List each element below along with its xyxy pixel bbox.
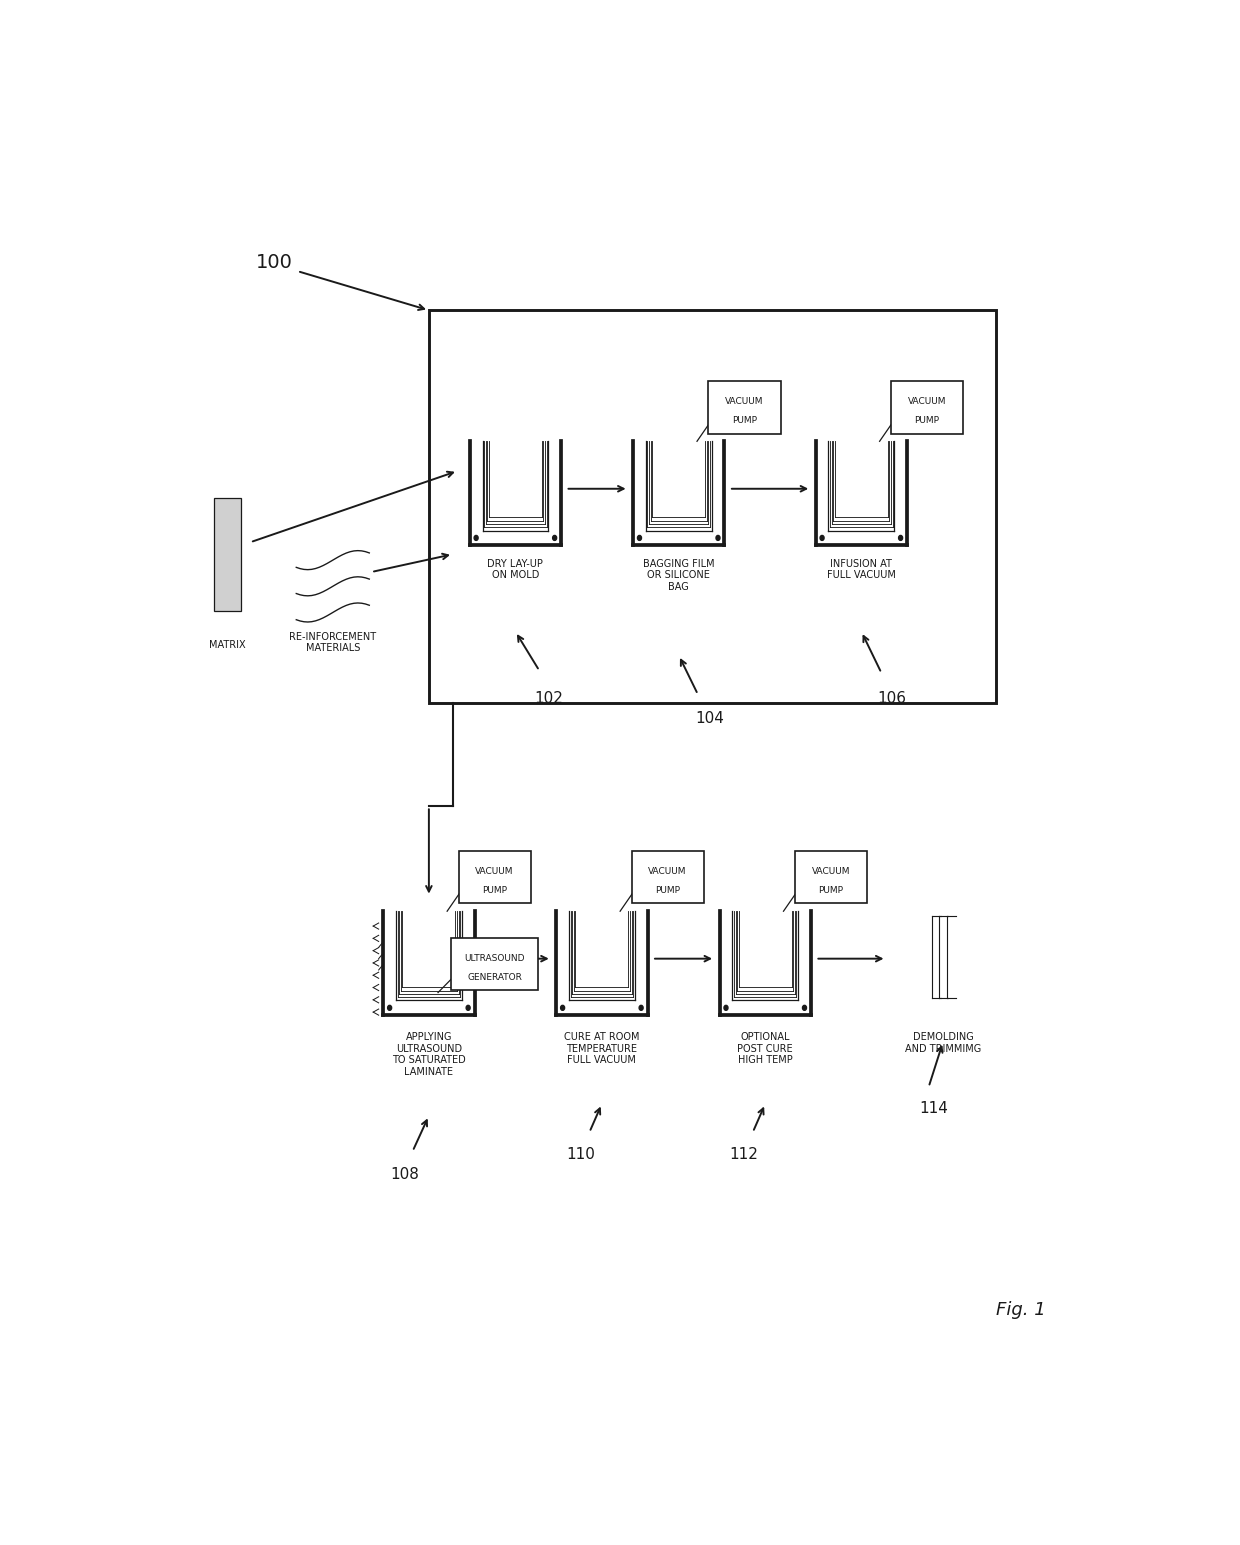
Text: VACUUM: VACUUM: [812, 867, 851, 876]
Text: MATRIX: MATRIX: [208, 641, 246, 650]
Text: BAGGING FILM
OR SILICONE
BAG: BAGGING FILM OR SILICONE BAG: [642, 559, 714, 592]
Circle shape: [899, 536, 903, 541]
Text: VACUUM: VACUUM: [908, 397, 946, 406]
Text: PUMP: PUMP: [915, 416, 940, 425]
Bar: [708, 382, 780, 434]
Bar: [459, 851, 531, 904]
Text: DRY LAY-UP
ON MOLD: DRY LAY-UP ON MOLD: [487, 559, 543, 581]
Text: 106: 106: [878, 691, 906, 706]
Text: ULTRASOUND: ULTRASOUND: [464, 953, 525, 963]
Bar: [631, 851, 703, 904]
Circle shape: [560, 1006, 564, 1010]
Text: RE-INFORCEMENT
MATERIALS: RE-INFORCEMENT MATERIALS: [289, 632, 377, 654]
Text: APPLYING
ULTRASOUND
TO SATURATED
LAMINATE: APPLYING ULTRASOUND TO SATURATED LAMINAT…: [392, 1032, 466, 1077]
Text: 100: 100: [255, 253, 293, 272]
Text: 108: 108: [391, 1166, 419, 1182]
Text: 104: 104: [696, 711, 724, 726]
Text: 102: 102: [534, 691, 563, 706]
Text: PUMP: PUMP: [655, 885, 680, 895]
Text: PUMP: PUMP: [732, 416, 756, 425]
Circle shape: [466, 1006, 470, 1010]
Text: 110: 110: [567, 1146, 595, 1162]
Circle shape: [639, 1006, 644, 1010]
Circle shape: [474, 536, 479, 541]
Circle shape: [820, 536, 825, 541]
Text: 112: 112: [729, 1146, 759, 1162]
Text: PUMP: PUMP: [482, 885, 507, 895]
Text: GENERATOR: GENERATOR: [467, 973, 522, 983]
Text: INFUSION AT
FULL VACUUM: INFUSION AT FULL VACUUM: [827, 559, 895, 581]
Circle shape: [802, 1006, 806, 1010]
Circle shape: [715, 536, 720, 541]
Circle shape: [553, 536, 557, 541]
Text: VACUUM: VACUUM: [475, 867, 513, 876]
Bar: [213, 497, 241, 610]
Text: CURE AT ROOM
TEMPERATURE
FULL VACUUM: CURE AT ROOM TEMPERATURE FULL VACUUM: [564, 1032, 640, 1066]
Text: 114: 114: [919, 1102, 947, 1117]
Text: VACUUM: VACUUM: [649, 867, 687, 876]
Circle shape: [724, 1006, 728, 1010]
Bar: [429, 311, 996, 703]
Text: PUMP: PUMP: [818, 885, 843, 895]
Circle shape: [637, 536, 641, 541]
Text: DEMOLDING
AND TRIMMIMG: DEMOLDING AND TRIMMIMG: [905, 1032, 981, 1054]
Text: VACUUM: VACUUM: [725, 397, 764, 406]
Bar: [892, 382, 963, 434]
Text: Fig. 1: Fig. 1: [996, 1301, 1045, 1318]
Bar: [795, 851, 867, 904]
Circle shape: [388, 1006, 392, 1010]
Text: OPTIONAL
POST CURE
HIGH TEMP: OPTIONAL POST CURE HIGH TEMP: [738, 1032, 794, 1066]
Bar: [451, 938, 538, 990]
